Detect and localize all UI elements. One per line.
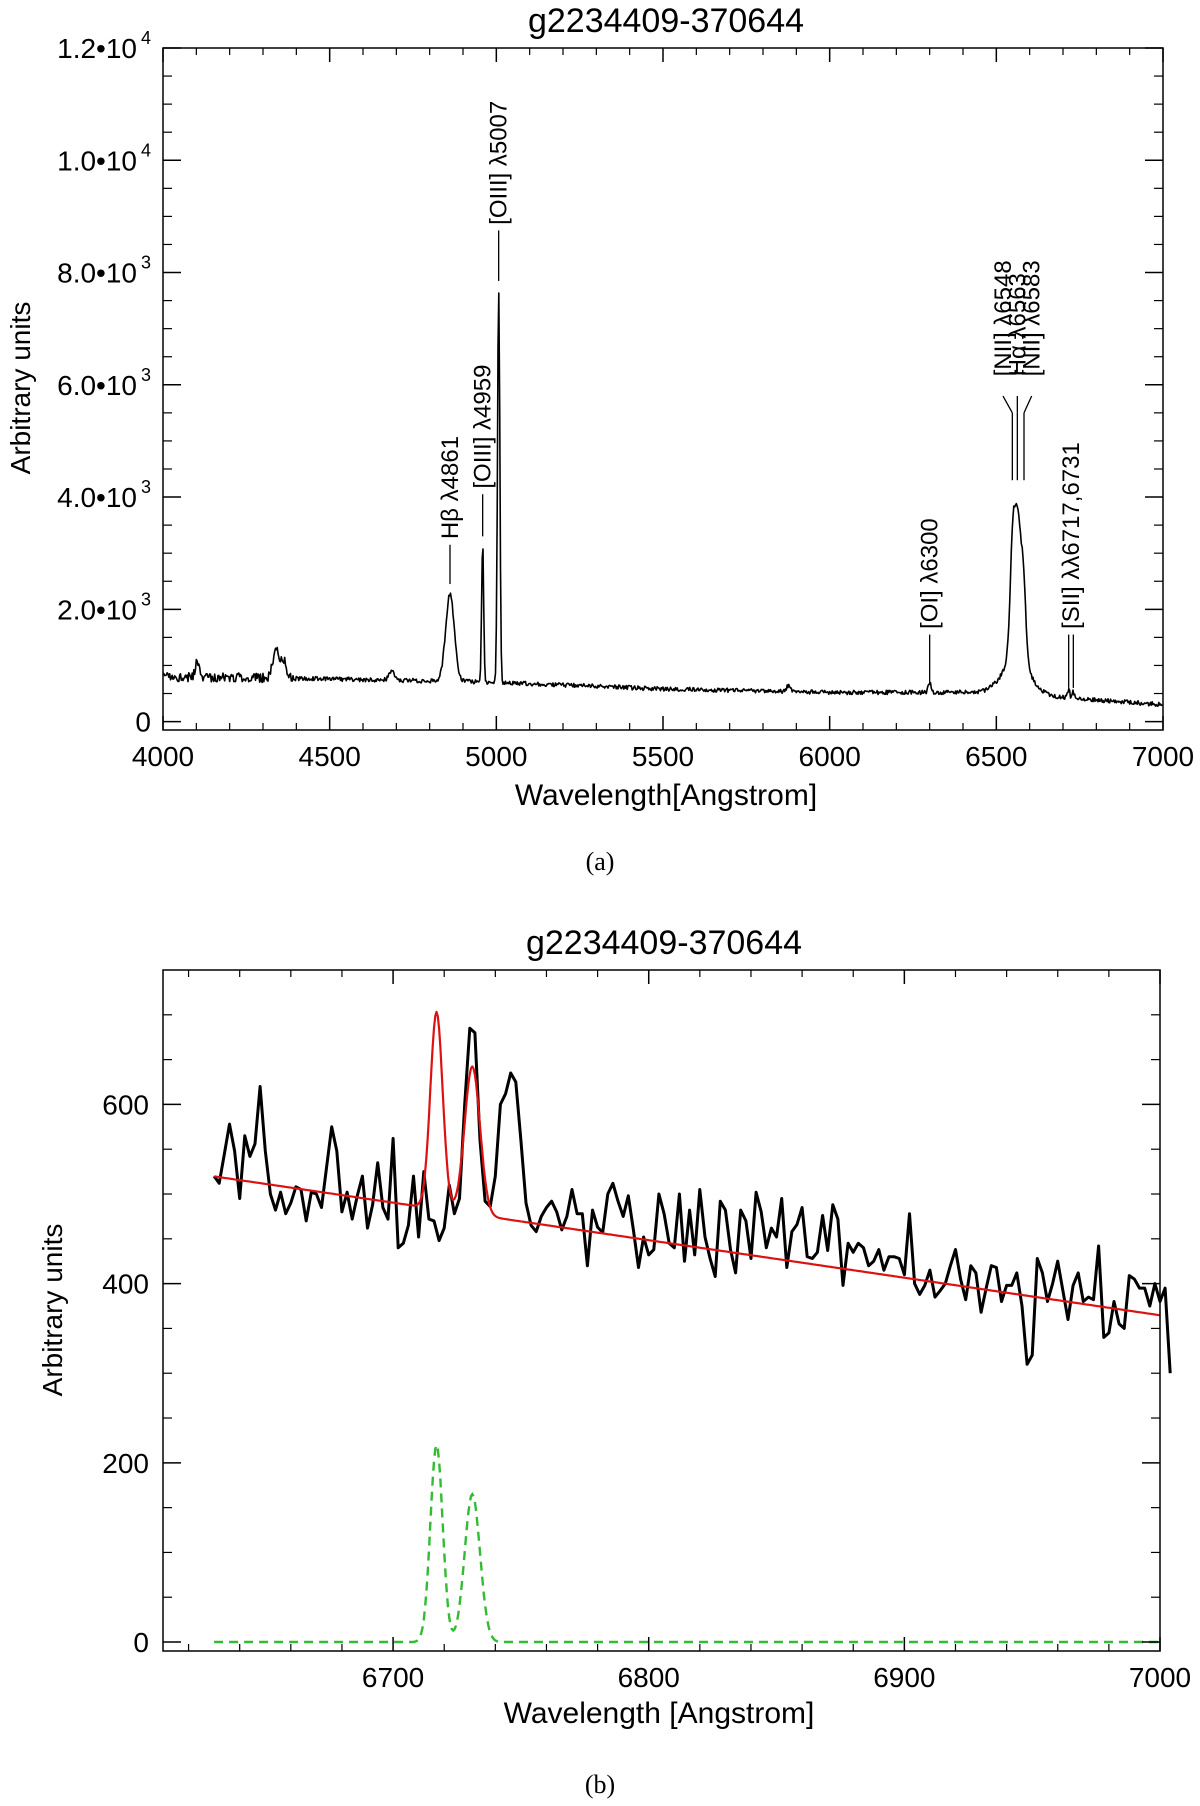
chart-b-xtick-label: 6700 (362, 1662, 424, 1693)
chart-a-annotations: Hβ λ4861 [OIII] λ4959 [OIII] λ5007 [OI] λ63… (437, 101, 1085, 688)
chart-a-ytick-exponent: 3 (141, 589, 151, 609)
chart-b-ytick-label: 200 (102, 1448, 149, 1479)
chart-b-frame (162, 969, 1161, 1652)
chart-a-ytick-label: 6.0•10 (57, 370, 137, 401)
chart-a-annotation-label: [NII] λ6548 (990, 260, 1017, 376)
chart-a-ytick-exponent: 3 (141, 365, 151, 385)
chart-a-annotation-label: [OIII] λ4959 (470, 365, 497, 489)
chart-a-annotation-label: [NII] λ6583 (1019, 260, 1046, 376)
chart-b-ytick-label: 400 (102, 1269, 149, 1300)
chart-b-caption: (b) (585, 1770, 615, 1799)
chart-b-title: g2234409-370644 (526, 924, 802, 962)
chart-a-ylabel: Arbitrary units (5, 302, 36, 475)
chart-a-frame (162, 47, 1164, 731)
chart-b-xlabel: Wavelength [Angstrom] (504, 1697, 815, 1730)
chart-a-ytick-exponent: 4 (141, 28, 151, 48)
chart-a-annotation-label: Hα λ6563 (1004, 273, 1031, 376)
chart-a-annotation-leader (1002, 395, 1013, 414)
chart-a-spectrum-group (162, 292, 1164, 707)
chart-a-xtick-label: 7000 (1132, 741, 1194, 772)
chart-a-ytick-label: 2.0•10 (57, 594, 137, 625)
chart-a-ytick-exponent: 3 (141, 477, 151, 497)
chart-a-spectrum-line (162, 292, 1164, 707)
chart-a-annotation-label: [OIII] λ5007 (486, 101, 513, 225)
chart-a-xtick-label: 4000 (132, 741, 194, 772)
chart-b-xtick-label: 6800 (618, 1662, 680, 1693)
chart-b-ylabel: Arbitrary units (37, 1224, 68, 1397)
chart-a: g2234409-370644 Arbitrary units Waveleng… (5, 2, 1194, 876)
chart-a-ytick-label: 1.2•10 (57, 33, 137, 64)
chart-a-annotation-label: Hβ λ4861 (437, 436, 464, 539)
chart-a-xtick-label: 6000 (799, 741, 861, 772)
chart-b-observed-line (212, 1026, 1172, 1374)
chart-b-fit-line (213, 1010, 1161, 1317)
chart-a-annotation-label: [SII] λλ6717,6731 (1058, 442, 1085, 629)
chart-a-annotation-label: [OI] λ6300 (917, 518, 944, 629)
chart-a-ytick-label: 1.0•10 (57, 145, 137, 176)
chart-b-ytick-label: 0 (133, 1627, 149, 1658)
chart-a-ytick-exponent: 4 (141, 140, 151, 160)
chart-a-xtick-label: 6500 (965, 741, 1027, 772)
chart-a-annotation-leader (1023, 395, 1033, 414)
chart-a-ytick-label: 8.0•10 (57, 258, 137, 289)
chart-a-caption: (a) (586, 847, 615, 876)
chart-a-ytick-label: 0 (135, 707, 151, 738)
chart-b-gaussian-components-line (214, 1440, 1160, 1644)
chart-b: g2234409-370644 Arbitrary units Waveleng… (37, 924, 1191, 1799)
chart-b-xtick-label: 6900 (873, 1662, 935, 1693)
chart-b-series-group (212, 1010, 1172, 1644)
chart-a-xtick-label: 4500 (299, 741, 361, 772)
chart-a-ytick-exponent: 3 (141, 253, 151, 273)
chart-a-ytick-label: 4.0•10 (57, 482, 137, 513)
chart-b-xtick-label: 7000 (1129, 1662, 1191, 1693)
chart-b-ytick-label: 600 (102, 1089, 149, 1120)
chart-a-title: g2234409-370644 (528, 2, 804, 40)
chart-b-axes: 6700 6800 6900 7000 0 200 400 600 (102, 969, 1191, 1693)
chart-a-xtick-label: 5500 (632, 741, 694, 772)
chart-a-xtick-label: 5000 (465, 741, 527, 772)
chart-a-xlabel: Wavelength[Angstrom] (515, 779, 817, 812)
